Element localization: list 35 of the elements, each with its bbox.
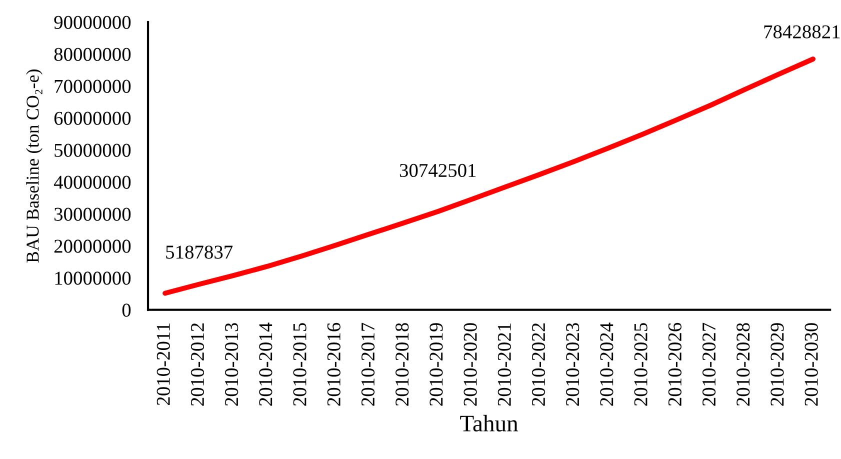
x-tick-label: 2010-2024 xyxy=(600,322,614,406)
x-tick-label: 2010-2020 xyxy=(464,323,477,406)
data-label: 5187837 xyxy=(166,246,233,259)
x-tick-label: 2010-2016 xyxy=(327,322,340,406)
x-tick-label: 2010-2013 xyxy=(225,323,238,406)
y-tick-label: 10000000 xyxy=(55,272,131,285)
x-tick-label: 2010-2012 xyxy=(190,323,204,406)
x-tick-label: 2010-2014 xyxy=(259,322,272,406)
y-tick-label: 30000000 xyxy=(54,208,131,221)
x-tick-label: 2010-2027 xyxy=(702,322,716,406)
y-tick-label: 70000000 xyxy=(54,80,131,93)
x-tick-label: 2010-2021 xyxy=(498,323,511,406)
x-tick-label: 2010-2011 xyxy=(156,323,170,405)
x-tick-label: 2010-2015 xyxy=(293,323,306,406)
y-tick-label: 40000000 xyxy=(54,176,131,189)
y-axis-title: BAU Baseline (ton CO₂-e) xyxy=(26,70,42,263)
x-tick-label: 2010-2025 xyxy=(634,323,648,406)
y-tick-label: 80000000 xyxy=(54,48,131,61)
x-tick-label: 2010-2019 xyxy=(430,323,443,406)
x-tick-label: 2010-2026 xyxy=(668,322,682,406)
x-tick-label: 2010-2023 xyxy=(566,323,580,406)
x-tick-label: 2010-2028 xyxy=(736,323,750,406)
x-tick-label: 2010-2022 xyxy=(532,323,546,406)
x-tick-label: 2010-2029 xyxy=(770,323,784,406)
x-tick-label: 2010-2017 xyxy=(361,322,375,406)
y-tick-label: 90000000 xyxy=(54,16,131,29)
y-tick-label: 60000000 xyxy=(54,112,131,125)
x-tick-label: 2010-2030 xyxy=(804,323,818,406)
y-tick-label: 20000000 xyxy=(54,240,131,253)
y-tick-label: 50000000 xyxy=(54,144,131,157)
y-tick-label: 0 xyxy=(122,304,131,317)
x-tick-label: 2010-2018 xyxy=(396,323,409,406)
data-label: 30742501 xyxy=(400,164,476,178)
data-label: 78428821 xyxy=(764,25,840,38)
x-axis-title: Tahun xyxy=(460,414,518,432)
